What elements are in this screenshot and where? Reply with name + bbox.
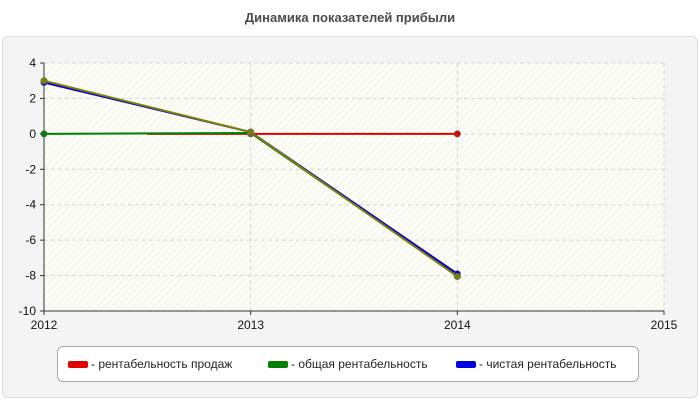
x-tick-label: 2012 — [31, 318, 58, 332]
x-tick-label: 2015 — [651, 318, 678, 332]
legend-label: - рентабельность продаж — [91, 357, 233, 371]
y-tick-label: 0 — [29, 127, 36, 141]
legend-label: - чистая рентабельность — [479, 357, 617, 371]
y-tick-label: 2 — [29, 91, 36, 105]
legend: - рентабельность продаж - общая рентабел… — [57, 346, 639, 382]
x-tick-label: 2013 — [237, 318, 264, 332]
y-tick-label: -10 — [19, 304, 37, 318]
series-layer — [40, 77, 461, 280]
y-tick-label: -2 — [25, 162, 36, 176]
y-tick-label: -4 — [25, 198, 36, 212]
plot-area — [44, 63, 664, 311]
x-tick-label: 2014 — [444, 318, 471, 332]
data-point — [40, 77, 48, 85]
legend-swatch-green — [268, 360, 288, 368]
y-tick-label: 4 — [29, 56, 36, 70]
legend-entry-sales-profitability[interactable]: - рентабельность продаж — [68, 347, 232, 381]
axes — [40, 62, 665, 315]
legend-swatch-blue — [456, 360, 476, 368]
legend-entry-total-profitability[interactable]: - общая рентабельность — [268, 347, 428, 381]
data-point — [40, 130, 48, 138]
y-tick-label: -6 — [25, 233, 36, 247]
y-tick-label: -8 — [25, 269, 36, 283]
chart-title: Динамика показателей прибыли — [244, 10, 456, 25]
legend-entry-net-profitability[interactable]: - чистая рентабельность — [456, 347, 616, 381]
data-point — [453, 272, 461, 280]
data-point — [247, 128, 255, 136]
data-point — [453, 130, 461, 138]
legend-swatch-red — [68, 360, 88, 368]
series-3 — [40, 77, 461, 280]
legend-label: - общая рентабельность — [291, 357, 428, 371]
